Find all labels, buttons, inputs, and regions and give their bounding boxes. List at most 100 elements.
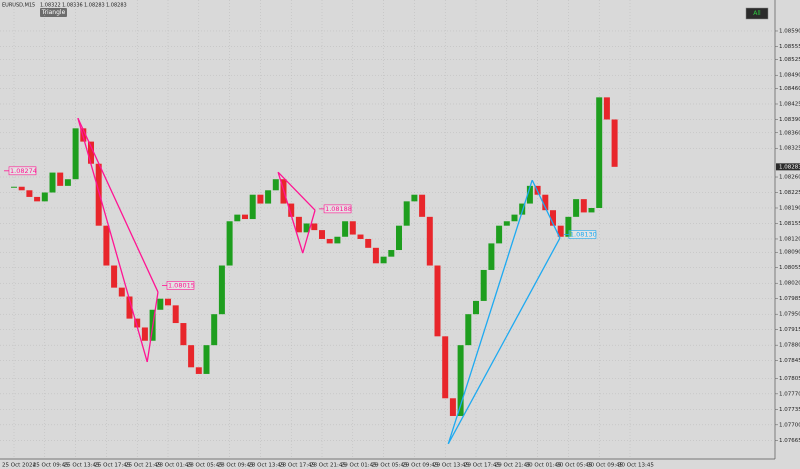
candle	[234, 214, 241, 222]
x-tick-label: 25 Oct 2024	[2, 463, 37, 469]
pattern-line	[447, 237, 561, 445]
y-tick-label: 1.07985	[779, 296, 800, 302]
candle	[342, 221, 349, 237]
x-tick-label: 30 Oct 01:45	[526, 463, 562, 469]
x-tick-label: 28 Oct 05:45	[187, 463, 223, 469]
y-tick-label: 1.08055	[779, 265, 800, 271]
candle	[265, 190, 272, 204]
y-tick-label: 1.08325	[779, 146, 800, 152]
candle	[596, 97, 603, 208]
x-tick-label: 29 Oct 01:45	[341, 463, 377, 469]
y-tick-label: 1.07950	[779, 312, 800, 318]
candle	[118, 287, 125, 297]
y-tick-label: 1.08555	[779, 44, 800, 50]
candle	[311, 223, 318, 231]
candle	[542, 194, 549, 211]
all-toggle-label[interactable]: All	[753, 10, 761, 17]
candle	[357, 234, 364, 239]
pattern-line	[531, 179, 561, 239]
level-box	[568, 230, 597, 239]
candle	[319, 230, 325, 239]
x-tick-label: 29 Oct 13:45	[433, 463, 469, 469]
candle	[349, 221, 356, 235]
y-tick-label: 1.08020	[779, 281, 800, 287]
y-tick-label: 1.08425	[779, 101, 800, 107]
candle	[565, 216, 572, 237]
candle	[134, 318, 141, 328]
y-tick-label: 1.08460	[779, 86, 800, 92]
triangle-button-label[interactable]: Triangle	[41, 9, 66, 16]
candle	[57, 172, 64, 186]
y-tick-label: 1.07665	[779, 438, 800, 444]
y-tick-label: 1.08225	[779, 190, 800, 196]
candle	[434, 265, 441, 337]
x-tick-label: 28 Oct 09:45	[218, 463, 254, 469]
y-tick-label: 1.08390	[779, 117, 800, 123]
pattern-line	[302, 210, 316, 254]
candle	[496, 225, 503, 244]
candle	[334, 236, 341, 244]
y-tick-label: 1.08360	[779, 130, 800, 136]
x-tick-label: 29 Oct 21:45	[495, 463, 531, 469]
y-tick-label: 1.07770	[779, 391, 800, 397]
candle	[103, 225, 110, 266]
candle	[188, 345, 195, 368]
level-label: 1.08188	[325, 205, 352, 213]
candle	[126, 296, 133, 319]
y-tick-label: 1.07845	[779, 358, 800, 364]
candle	[519, 203, 526, 215]
triangle-button[interactable]	[40, 8, 67, 17]
x-tick-label: 29 Oct 17:45	[464, 463, 500, 469]
candle	[449, 398, 456, 416]
level-box	[166, 281, 195, 290]
candle	[557, 225, 564, 237]
candle	[165, 298, 171, 306]
candle	[465, 314, 472, 346]
pattern-line	[77, 117, 148, 363]
candle	[34, 196, 41, 202]
ohlc-value: 1.08283	[106, 3, 127, 9]
x-tick-label: 28 Oct 01:45	[156, 463, 192, 469]
level-label: 1.08274	[10, 167, 37, 175]
candle	[18, 186, 25, 191]
candle	[141, 327, 148, 341]
candle	[365, 238, 372, 248]
candle	[550, 210, 556, 226]
candle	[41, 192, 48, 202]
candle	[396, 225, 402, 251]
candle	[226, 221, 233, 266]
y-tick-label: 1.08155	[779, 221, 800, 227]
candle	[26, 190, 33, 197]
level-box	[8, 166, 37, 176]
candle	[249, 194, 256, 220]
y-tick-label: 1.07805	[779, 376, 800, 382]
last-price-label: 1.08283	[779, 164, 800, 170]
last-price-box	[776, 163, 800, 171]
candle	[611, 119, 618, 167]
x-tick-label: 30 Oct 05:45	[556, 463, 592, 469]
ohlc-value: 1.08283	[84, 3, 105, 9]
candle	[288, 203, 295, 217]
x-tick-label: 25 Oct 21:45	[125, 463, 161, 469]
candle	[442, 336, 449, 399]
x-tick-label: 25 Oct 13:45	[64, 463, 100, 469]
all-toggle[interactable]	[745, 7, 769, 20]
y-tick-label: 1.08190	[779, 205, 800, 211]
candle	[272, 179, 279, 191]
candle	[218, 265, 225, 315]
candle	[457, 345, 464, 416]
candle	[172, 305, 179, 324]
pattern-line	[277, 171, 304, 254]
candle	[473, 300, 479, 315]
candle	[380, 256, 387, 264]
candle	[295, 216, 302, 233]
pattern-line	[77, 117, 159, 293]
y-tick-label: 1.08490	[779, 73, 800, 79]
symbol-title: EURUSD,M15	[2, 3, 35, 9]
level-label: 1.08130	[570, 231, 597, 239]
y-tick-label: 1.07700	[779, 422, 800, 428]
candle	[526, 185, 533, 204]
x-tick-label: 28 Oct 21:45	[310, 463, 346, 469]
